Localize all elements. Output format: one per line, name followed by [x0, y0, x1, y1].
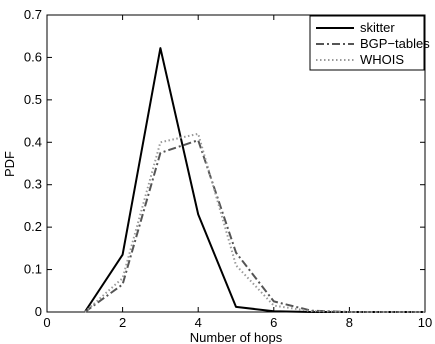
y-tick-label: 0.2: [24, 219, 42, 234]
x-axis: 0 2 4 6 8 10: [43, 15, 432, 330]
y-axis: 0 0.1 0.2 0.3 0.4 0.5 0.6 0.7: [24, 7, 425, 319]
y-tick-label: 0: [35, 304, 42, 319]
y-tick-label: 0.1: [24, 262, 42, 277]
x-tick-label: 8: [346, 315, 353, 330]
series-group: [83, 47, 425, 313]
legend-label: WHOIS: [360, 52, 404, 67]
series-line-whois: [84, 132, 425, 313]
x-tick-label: 0: [43, 315, 50, 330]
y-tick-label: 0.4: [24, 134, 42, 149]
legend-label: BGP−tables: [360, 36, 430, 51]
y-tick-label: 0.3: [24, 177, 42, 192]
x-axis-title: Number of hops: [190, 330, 283, 344]
y-tick-label: 0.7: [24, 7, 42, 22]
x-tick-label: 2: [119, 315, 126, 330]
legend-label: skitter: [360, 20, 395, 35]
y-axis-title: PDF: [2, 151, 17, 177]
y-tick-label: 0.5: [24, 92, 42, 107]
x-tick-label: 4: [195, 315, 202, 330]
x-tick-label: 6: [270, 315, 277, 330]
y-tick-label: 0.6: [24, 49, 42, 64]
x-tick-label: 10: [418, 315, 432, 330]
